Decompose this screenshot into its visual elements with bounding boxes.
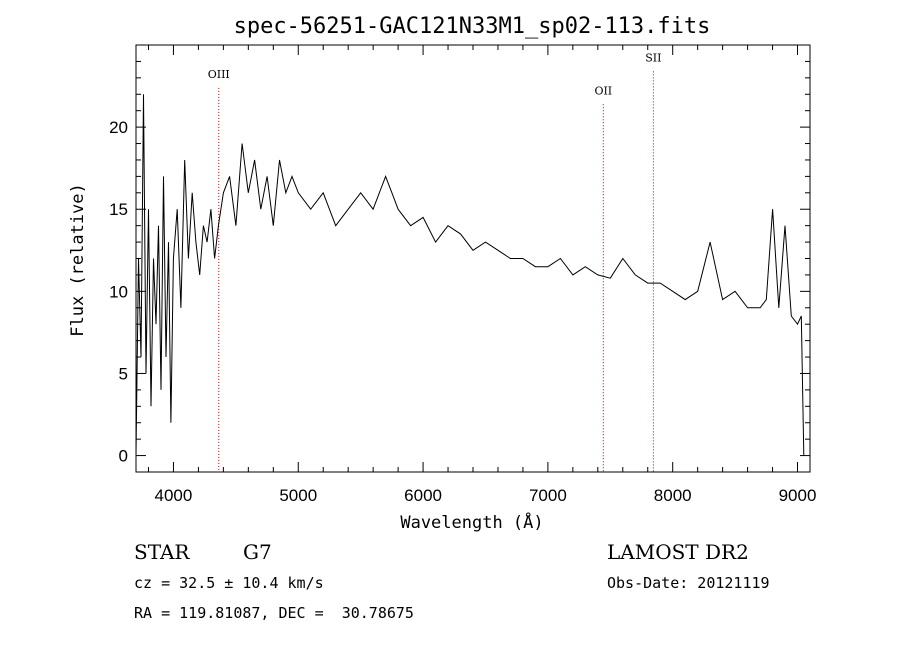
spectrum-series-line (135, 94, 805, 456)
survey-name: LAMOST DR2 (607, 540, 749, 564)
y-tick-label: 10 (109, 282, 128, 301)
x-tick-label: 8000 (654, 486, 692, 505)
y-axis-label: Flux (relative) (68, 183, 88, 337)
x-tick-label: 7000 (529, 486, 567, 505)
x-tick-label: 6000 (404, 486, 442, 505)
coordinates-readout: RA = 119.81087, DEC = 30.78675 (134, 604, 414, 622)
x-axis-label: Wavelength (Å) (400, 511, 543, 533)
redshift-readout: cz = 32.5 ± 10.4 km/s (134, 574, 324, 592)
y-tick-label: 5 (119, 364, 128, 383)
plot-frame (135, 44, 811, 473)
object-subclass: G7 (243, 540, 272, 564)
y-tick-label: 15 (109, 200, 128, 219)
axis-ticks: 4000 5000 6000 7000 8000 9000 0 5 10 15 20 (109, 45, 816, 505)
x-tick-label: 9000 (779, 486, 817, 505)
observation-date: Obs-Date: 20121119 (607, 574, 770, 592)
spectral-line-label: OII (594, 84, 612, 97)
x-tick-label: 4000 (155, 486, 193, 505)
object-class: STAR (134, 540, 190, 564)
y-tick-label: 20 (109, 118, 128, 137)
y-tick-label: 0 (119, 447, 128, 466)
spectral-line-label: OIII (208, 68, 230, 81)
x-tick-label: 5000 (279, 486, 317, 505)
spectral-line-markers: OIII OII SII (208, 51, 661, 472)
spectral-line-label: SII (645, 51, 661, 64)
chart-title: spec-56251-GAC121N33M1_sp02-113.fits (234, 14, 711, 39)
